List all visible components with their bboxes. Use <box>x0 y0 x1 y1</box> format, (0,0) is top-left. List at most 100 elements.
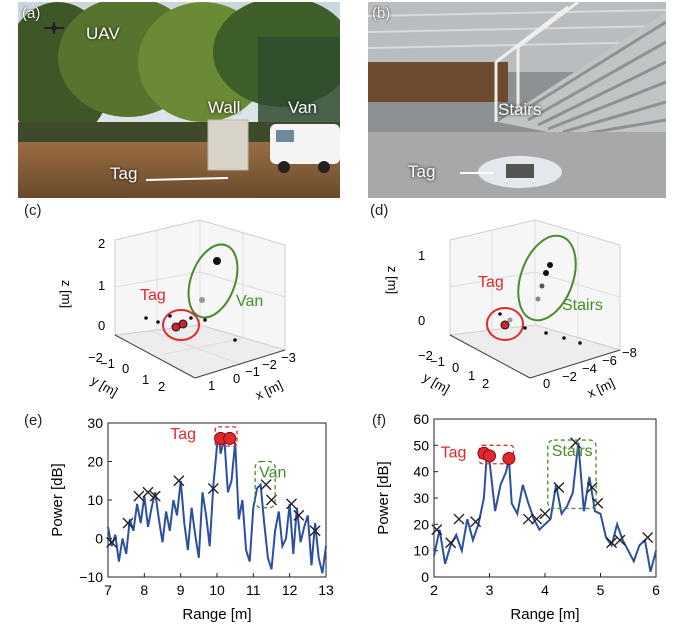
d-zlabel: z [m] <box>385 266 400 294</box>
c-point <box>199 297 205 303</box>
c-van-label: Van <box>236 293 263 310</box>
x-tick-label: 6 <box>652 582 660 598</box>
y-tick-label: 50 <box>413 437 429 453</box>
cross-marker-stroke <box>142 486 154 498</box>
c-point <box>213 257 221 265</box>
d-ztick-1: 1 <box>418 248 425 263</box>
cross-marker <box>133 490 145 502</box>
d-point <box>523 326 527 330</box>
c-ylabel: y [m] <box>89 373 121 400</box>
x-tick-label: 3 <box>486 582 494 598</box>
d-point <box>539 283 545 289</box>
d-ytick-1: −1 <box>430 354 445 369</box>
y-axis-label: Power [dB] <box>49 463 66 536</box>
cross-marker-stroke <box>539 508 551 520</box>
c-point <box>168 314 172 318</box>
panel-label-a: (a) <box>22 5 41 22</box>
y-tick-label: 40 <box>413 464 429 480</box>
panel-label-b: (b) <box>372 5 391 22</box>
cross-marker <box>642 532 654 543</box>
c-point <box>156 320 160 324</box>
d-ytick-4: 2 <box>482 376 489 391</box>
x-tick-label: 11 <box>246 582 261 598</box>
cross-marker-stroke <box>266 494 277 506</box>
c-ytick-3: 1 <box>142 372 149 387</box>
y-tick-label: −10 <box>79 569 103 585</box>
cross-marker <box>453 513 465 525</box>
label-tag-b: Tag <box>408 162 436 181</box>
d-xtick-3: −6 <box>602 353 617 368</box>
c-xtick-2: −1 <box>245 364 260 379</box>
y-tick-label: 0 <box>95 531 103 547</box>
c-ytick-2: 0 <box>122 361 129 376</box>
y-tick-label: 0 <box>421 569 429 585</box>
y-tick-label: 10 <box>413 543 429 559</box>
cross-marker-stroke <box>531 513 543 525</box>
label-wall: Wall <box>208 98 241 117</box>
x-axis-label: Range [m] <box>510 606 579 623</box>
panel-label-c: (c) <box>24 202 42 219</box>
cross-marker <box>570 437 582 449</box>
d-xtick-1: −2 <box>562 369 577 384</box>
cross-marker-stroke <box>606 537 618 549</box>
label-uav: UAV <box>86 24 120 43</box>
d-tag-ellipse <box>486 307 524 341</box>
c-xtick-3: −2 <box>262 357 277 372</box>
cross-marker-stroke <box>293 509 305 521</box>
cross-marker-stroke <box>570 437 582 449</box>
photo-a-scene <box>18 2 340 198</box>
x-axis-label: Range [m] <box>182 606 251 623</box>
cross-marker <box>106 536 118 548</box>
c-ztick-0: 0 <box>98 318 105 333</box>
power-line <box>433 442 657 572</box>
y-tick-label: 60 <box>413 411 429 427</box>
object-box <box>547 439 597 510</box>
tag-peak-marker <box>483 449 496 463</box>
x-tick-label: 9 <box>177 582 185 598</box>
y-tick-label: 20 <box>413 516 429 532</box>
x-tick-label: 12 <box>282 582 298 598</box>
d-tag-label: Tag <box>478 274 504 291</box>
object-label: Van <box>259 465 286 482</box>
d-ztick-0: 0 <box>418 313 425 328</box>
y-tick-label: 30 <box>413 490 429 506</box>
c-point <box>203 318 207 322</box>
panel-label-d: (d) <box>370 202 389 219</box>
c-xlabel: x [m] <box>253 377 285 403</box>
cross-marker <box>470 516 482 528</box>
tag-peak-marker <box>223 431 237 445</box>
c-ytick-0: −2 <box>88 350 103 365</box>
cross-marker <box>207 482 219 494</box>
y-tick-label: 20 <box>87 454 103 470</box>
x-tick-label: 10 <box>209 582 225 598</box>
cross-marker <box>266 494 277 506</box>
tag-label: Tag <box>441 444 467 461</box>
y-tick-label: 30 <box>87 415 103 431</box>
panel-label-f: (f) <box>372 412 387 429</box>
cross-marker-stroke <box>207 482 219 494</box>
tag-peak-marker <box>502 452 516 465</box>
cross-marker-stroke <box>614 534 626 546</box>
object-label: Stairs <box>552 443 593 460</box>
d-ylabel: y [m] <box>421 370 453 397</box>
c-point <box>178 319 188 329</box>
x-tick-label: 4 <box>541 582 549 598</box>
plot-3d-c: z [m] 2 1 0 −2 −1 0 1 2 y [m] 1 0 −1 −2 … <box>59 219 296 403</box>
d-point <box>543 270 549 276</box>
label-tag: Tag <box>110 164 138 183</box>
cross-marker <box>586 481 598 493</box>
c-zlabel: z [m] <box>59 280 74 308</box>
d-ytick-0: −2 <box>418 348 433 363</box>
photo-b-scene <box>368 2 666 198</box>
cross-marker <box>309 525 321 537</box>
cross-marker-stroke <box>586 481 598 493</box>
cross-marker <box>149 490 161 502</box>
d-point <box>547 262 553 268</box>
label-van: Van <box>288 98 317 117</box>
d-point <box>578 341 582 345</box>
c-xtick-0: 1 <box>208 378 215 393</box>
d-point <box>544 331 548 335</box>
photo-a-uav-van: (a) UAV Wall Van Tag <box>18 2 340 198</box>
cross-marker-stroke <box>133 490 145 502</box>
y-tick-label: 10 <box>87 492 103 508</box>
